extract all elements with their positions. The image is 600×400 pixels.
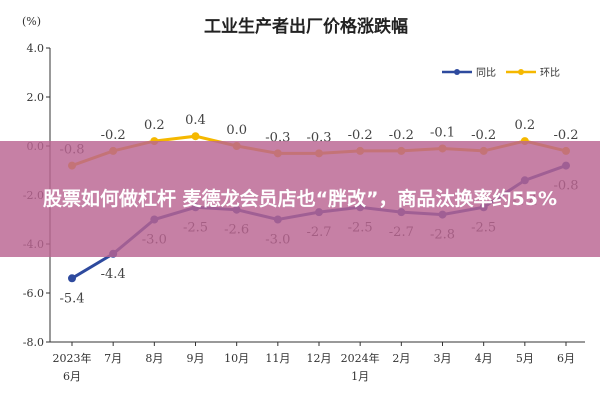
y-tick-label: -6.0 xyxy=(23,287,44,300)
x-tick-label: 5月 xyxy=(516,352,534,365)
legend-marker-mom xyxy=(518,69,524,75)
x-tick-label: 10月 xyxy=(224,352,249,365)
banner-headline[interactable]: 股票如何做杠杆 麦德龙会员店也“胖改”，商品汰换率约55% xyxy=(42,187,558,210)
data-label-yoy: -5.4 xyxy=(59,291,84,306)
chart-title: 工业生产者出厂价格涨跌幅 xyxy=(204,16,408,37)
data-label-mom: -0.2 xyxy=(101,128,126,143)
x-tick-label: 11月 xyxy=(265,352,290,365)
x-tick-label: 2023年 xyxy=(53,351,92,365)
x-tick-label: 6月 xyxy=(557,352,575,365)
x-tick-label: 4月 xyxy=(475,352,493,365)
x-tick-label: 2月 xyxy=(392,352,410,365)
y-tick-label: 2.0 xyxy=(27,91,45,104)
data-point-yoy xyxy=(68,274,76,283)
x-tick-label: 7月 xyxy=(104,352,122,365)
data-label-mom: -0.2 xyxy=(348,128,373,143)
overlay-banner[interactable]: 股票如何做杠杆 麦德龙会员店也“胖改”，商品汰换率约55% xyxy=(0,141,600,257)
x-tick-label: 1月 xyxy=(351,370,369,383)
data-label-mom: 0.2 xyxy=(514,118,535,133)
legend-label-mom: 环比 xyxy=(540,67,560,79)
x-tick-label: 6月 xyxy=(63,370,81,383)
legend-marker-yoy xyxy=(454,69,460,75)
data-label-mom: 0.2 xyxy=(144,118,165,133)
x-tick-label: 8月 xyxy=(145,352,163,365)
y-tick-label: 4.0 xyxy=(27,42,45,55)
data-label-yoy: -4.4 xyxy=(101,267,126,282)
data-label-mom: -0.1 xyxy=(430,125,455,140)
y-tick-label: -8.0 xyxy=(23,336,44,349)
data-point-mom xyxy=(191,132,200,141)
data-label-mom: 0.4 xyxy=(185,113,206,128)
data-label-mom: -0.2 xyxy=(389,128,414,143)
y-unit-label: (%) xyxy=(22,15,41,28)
data-label-mom: 0.0 xyxy=(226,123,247,138)
x-tick-label: 2024年 xyxy=(341,351,380,365)
x-axis: 2023年 6月 7月 8月 9月 10月 11月 12月 2024年 1月 2月 3月 4月 5月 6月 xyxy=(50,341,585,383)
data-label-mom: -0.2 xyxy=(471,128,496,143)
x-tick-label: 12月 xyxy=(307,352,332,365)
x-tick-label: 9月 xyxy=(187,352,205,365)
x-tick-label: 3月 xyxy=(434,352,452,365)
legend-label-yoy: 同比 xyxy=(476,67,496,79)
legend: 同比 环比 xyxy=(442,67,560,79)
data-label-mom: -0.2 xyxy=(553,128,578,143)
